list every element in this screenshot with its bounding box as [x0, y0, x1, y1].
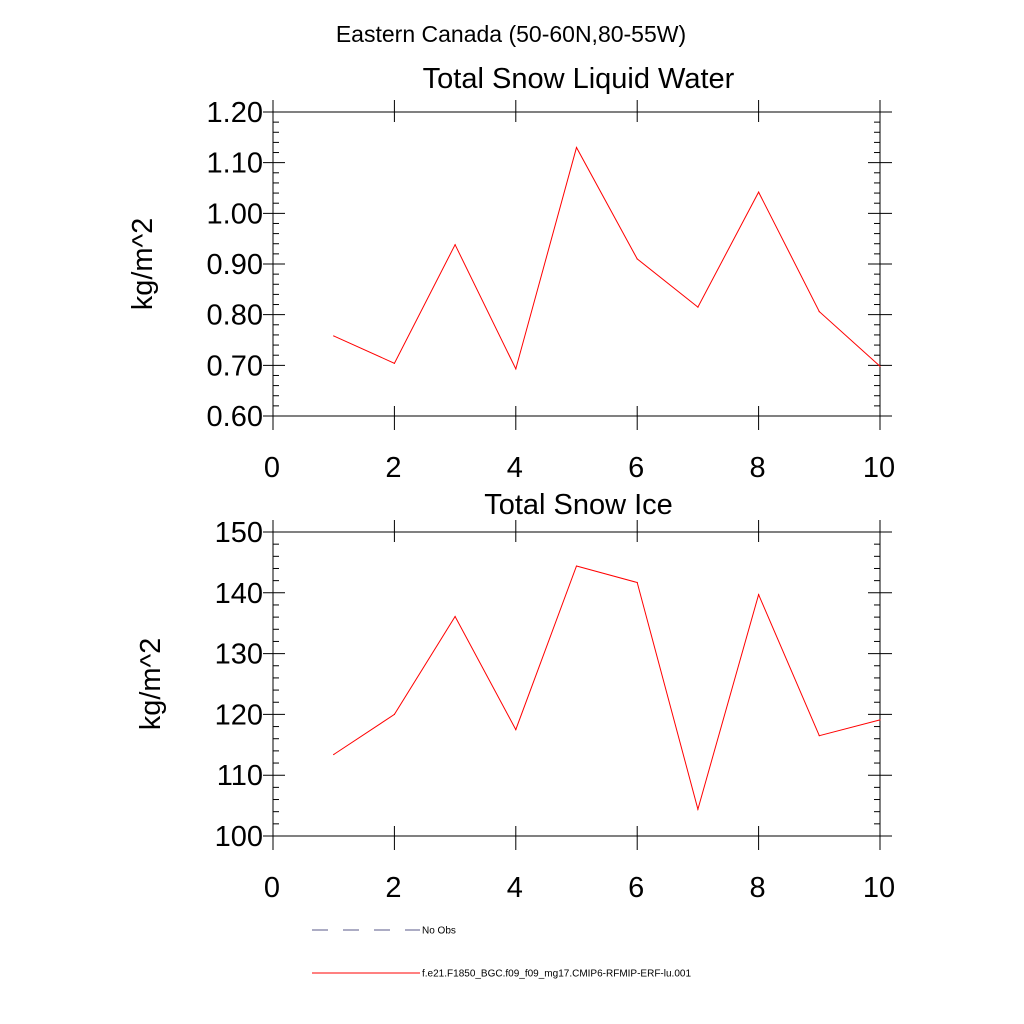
series-line-1	[333, 565, 881, 812]
data-point	[575, 146, 578, 149]
legend-label: No Obs	[422, 926, 456, 937]
x-tick-label: 4	[507, 872, 523, 904]
data-point	[333, 335, 335, 337]
legend-entry-1: No Obs	[312, 926, 456, 937]
panel-title: Total Snow Ice	[484, 489, 673, 521]
x-tick-label: 8	[750, 452, 766, 484]
data-point	[758, 594, 760, 596]
data-point	[697, 808, 699, 810]
y-tick-label: 0.70	[207, 350, 263, 382]
y-tick-label: 1.10	[207, 148, 263, 180]
data-point	[333, 753, 335, 756]
y-tick-label: 0.60	[207, 401, 263, 433]
x-tick-label: 10	[863, 872, 895, 904]
legend-label: f.e21.F1850_BGC.f09_f09_mg17.CMIP6-RFMIP…	[422, 969, 691, 980]
data-point	[636, 581, 638, 584]
data-point	[636, 258, 638, 260]
plot-frame	[272, 111, 881, 417]
y-tick-label: 1.20	[207, 97, 263, 129]
x-tick-label: 2	[385, 452, 401, 484]
legend: No Obs f.e21.F1850_BGC.f09_f09_mg17.CMIP6…	[312, 926, 691, 980]
y-tick-label: 150	[215, 517, 263, 549]
y-tick-label: 130	[215, 639, 263, 671]
data-point	[454, 244, 456, 246]
x-tick-label: 6	[628, 452, 644, 484]
y-tick-label: 110	[217, 760, 263, 792]
data-point	[393, 362, 395, 364]
x-tick-label: 8	[750, 872, 766, 904]
chart-panel-2: Total Snow Ice kg/m^2 100 110 120 130 140 150 0 2…	[135, 489, 895, 904]
x-tick-label: 4	[507, 452, 523, 484]
data-point	[393, 713, 395, 716]
plot-frame	[272, 531, 881, 837]
x-tick-label: 2	[385, 872, 401, 904]
y-tick-label: 0.80	[207, 300, 263, 332]
x-tick-label: 0	[264, 872, 280, 904]
data-point	[818, 735, 820, 737]
data-point	[575, 565, 578, 567]
x-tick-label: 6	[628, 872, 644, 904]
y-tick-label: 1.00	[207, 198, 263, 230]
panel-title: Total Snow Liquid Water	[423, 63, 735, 95]
x-tick-label: 10	[863, 452, 895, 484]
data-point	[515, 368, 517, 370]
series-line-1	[333, 146, 881, 371]
data-point	[454, 615, 456, 618]
y-tick-label: 140	[215, 578, 263, 610]
y-tick-label: 100	[215, 821, 263, 853]
data-point	[515, 729, 517, 731]
data-point	[879, 365, 881, 367]
y-tick-label: 120	[215, 699, 263, 731]
y-axis-label: kg/m^2	[135, 638, 167, 731]
y-axis-label: kg/m^2	[127, 218, 159, 311]
figure-title: Eastern Canada (50-60N,80-55W)	[336, 21, 686, 47]
panels: Total Snow Liquid Water kg/m^2 0.60 0.70 0.8…	[127, 63, 895, 904]
y-tick-label: 0.90	[207, 249, 263, 281]
x-tick-label: 0	[264, 452, 280, 484]
data-point	[818, 311, 820, 313]
chart-panel-1: Total Snow Liquid Water kg/m^2 0.60 0.70 0.8…	[127, 63, 895, 484]
legend-entry-2: f.e21.F1850_BGC.f09_f09_mg17.CMIP6-RFMIP…	[312, 969, 691, 980]
data-point	[697, 306, 699, 308]
data-point	[758, 191, 760, 193]
data-point	[879, 719, 881, 721]
